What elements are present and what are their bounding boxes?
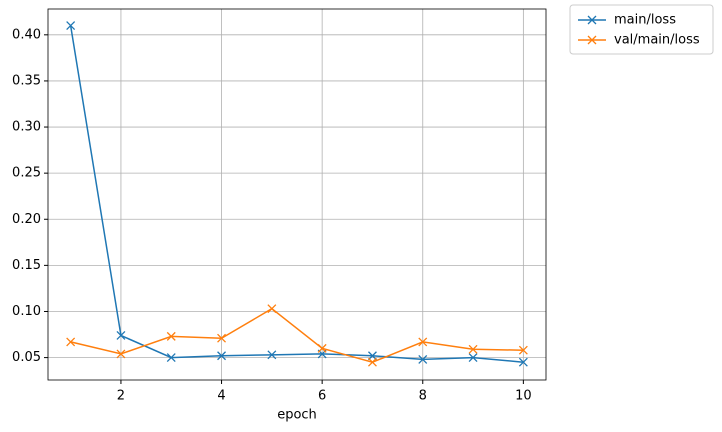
y-tick-label: 0.25 [12,166,41,181]
y-tick-label: 0.30 [12,120,41,135]
plot-frame [47,8,547,381]
marker [418,354,428,364]
marker [317,343,327,353]
marker [518,345,528,355]
marker [116,349,126,359]
x-axis-label: epoch [277,408,317,423]
x-tick-label: 10 [515,389,532,404]
legend-label: val/main/loss [614,33,700,48]
marker [66,337,76,347]
legend-box [569,4,714,55]
marker [166,353,176,363]
marker [367,351,377,361]
marker [518,357,528,367]
y-tick-label: 0.35 [12,73,41,88]
x-tick-label: 2 [117,389,125,404]
marker [166,331,176,341]
marker [267,304,277,314]
marker [468,353,478,363]
x-tick-label: 4 [217,389,225,404]
marker [418,337,428,347]
marker [587,35,597,45]
y-tick-label: 0.40 [12,27,41,42]
marker [267,350,277,360]
y-tick-label: 0.10 [12,304,41,319]
x-tick-label: 6 [318,389,326,404]
x-tick-label: 8 [419,389,427,404]
marker [217,333,227,343]
marker [367,357,377,367]
marker [116,330,126,340]
marker [66,21,76,31]
line [70,307,524,363]
y-tick-label: 0.05 [12,350,41,365]
marker [468,344,478,354]
marker [587,15,597,25]
y-tick-label: 0.20 [12,212,41,227]
marker [217,351,227,361]
legend-label: main/loss [614,13,676,28]
y-tick-label: 0.15 [12,258,41,273]
line [69,25,524,363]
